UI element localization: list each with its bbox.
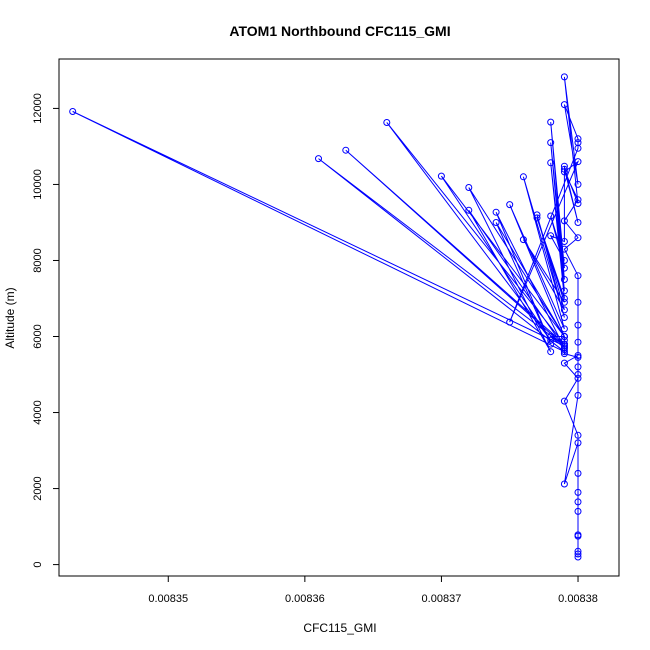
data-point — [547, 212, 555, 220]
data-point — [574, 371, 582, 378]
data-point — [560, 333, 568, 340]
y-tick-label: 0 — [32, 562, 44, 568]
x-tick-label: 0.00837 — [422, 593, 462, 605]
y-tick-label: 6000 — [32, 324, 44, 348]
data-point — [560, 298, 568, 306]
data-point — [574, 547, 582, 555]
data-point — [383, 119, 391, 126]
data-point — [574, 391, 582, 399]
x-tick-label: 0.00835 — [148, 593, 188, 605]
y-tick-label: 4000 — [32, 400, 44, 424]
data-point — [315, 155, 322, 163]
x-tick-label: 0.00836 — [285, 593, 325, 605]
data-point — [506, 318, 514, 326]
data-point — [560, 295, 568, 302]
data-point — [547, 348, 555, 356]
y-tick-label: 10000 — [32, 169, 44, 200]
data-point — [519, 173, 527, 181]
data-point — [547, 118, 555, 126]
data-point — [547, 340, 555, 348]
data-point — [574, 196, 582, 204]
data-point — [574, 488, 582, 496]
data-point — [574, 298, 582, 306]
data-point — [492, 208, 500, 216]
data-point — [560, 359, 568, 367]
data-point — [574, 200, 582, 207]
data-point — [574, 144, 582, 152]
plot-frame — [58, 58, 620, 577]
data-point — [560, 245, 568, 253]
data-point — [506, 201, 514, 209]
data-point — [574, 469, 582, 477]
y-axis: 0 2000 4000 6000 8000 10000 12000 — [32, 93, 59, 568]
data-point — [547, 333, 555, 340]
data-point — [574, 180, 582, 188]
data-point — [465, 206, 473, 214]
data-point — [560, 257, 568, 264]
data-point — [574, 353, 582, 361]
y-axis-label: Altitude (m) — [3, 287, 17, 348]
data-point — [560, 306, 568, 314]
data-point — [560, 287, 568, 295]
data-point — [560, 340, 568, 348]
data-point — [574, 338, 582, 346]
data-point — [574, 498, 582, 506]
data-point — [574, 550, 582, 558]
data-point — [574, 374, 582, 382]
data-point — [560, 165, 568, 173]
data-point — [574, 363, 582, 371]
data-point — [574, 531, 582, 539]
chart-title: ATOM1 Northbound CFC115_GMI — [229, 23, 450, 39]
data-point — [574, 158, 582, 166]
data-point — [560, 344, 568, 352]
data-point — [560, 314, 568, 321]
data-point — [533, 211, 541, 219]
data-point — [574, 321, 582, 329]
data-point — [560, 325, 568, 333]
data-point — [342, 146, 350, 154]
data-point — [560, 276, 568, 283]
data-point — [574, 272, 582, 280]
data-point — [560, 101, 568, 109]
data-point — [560, 168, 568, 176]
y-tick-label: 12000 — [32, 93, 44, 124]
data-point — [574, 234, 582, 242]
y-tick-label: 8000 — [32, 248, 44, 272]
data-point — [69, 108, 77, 115]
data-point — [574, 219, 582, 226]
data-point — [465, 184, 473, 191]
data-point — [547, 139, 555, 147]
data-point — [560, 342, 568, 350]
data-point — [560, 217, 568, 225]
series-layer — [69, 73, 582, 561]
x-axis: 0.00835 0.00836 0.00837 0.00838 — [148, 576, 598, 605]
data-point — [437, 172, 445, 180]
data-point — [492, 219, 500, 226]
data-point — [533, 214, 541, 222]
data-point — [574, 507, 582, 515]
data-point — [547, 232, 555, 240]
x-tick-label: 0.00838 — [558, 593, 598, 605]
y-tick-label: 2000 — [32, 476, 44, 500]
data-point — [574, 135, 582, 143]
data-point — [560, 480, 568, 488]
data-point — [560, 238, 568, 245]
data-point — [574, 352, 582, 359]
data-point — [574, 439, 582, 447]
data-point — [547, 159, 555, 167]
data-point — [560, 73, 568, 81]
data-point — [547, 336, 555, 344]
data-point — [560, 397, 568, 405]
data-point — [560, 264, 568, 272]
data-point — [519, 236, 527, 244]
data-point — [574, 431, 582, 439]
x-axis-label: CFC115_GMI — [303, 621, 376, 635]
series-line — [72, 76, 580, 557]
